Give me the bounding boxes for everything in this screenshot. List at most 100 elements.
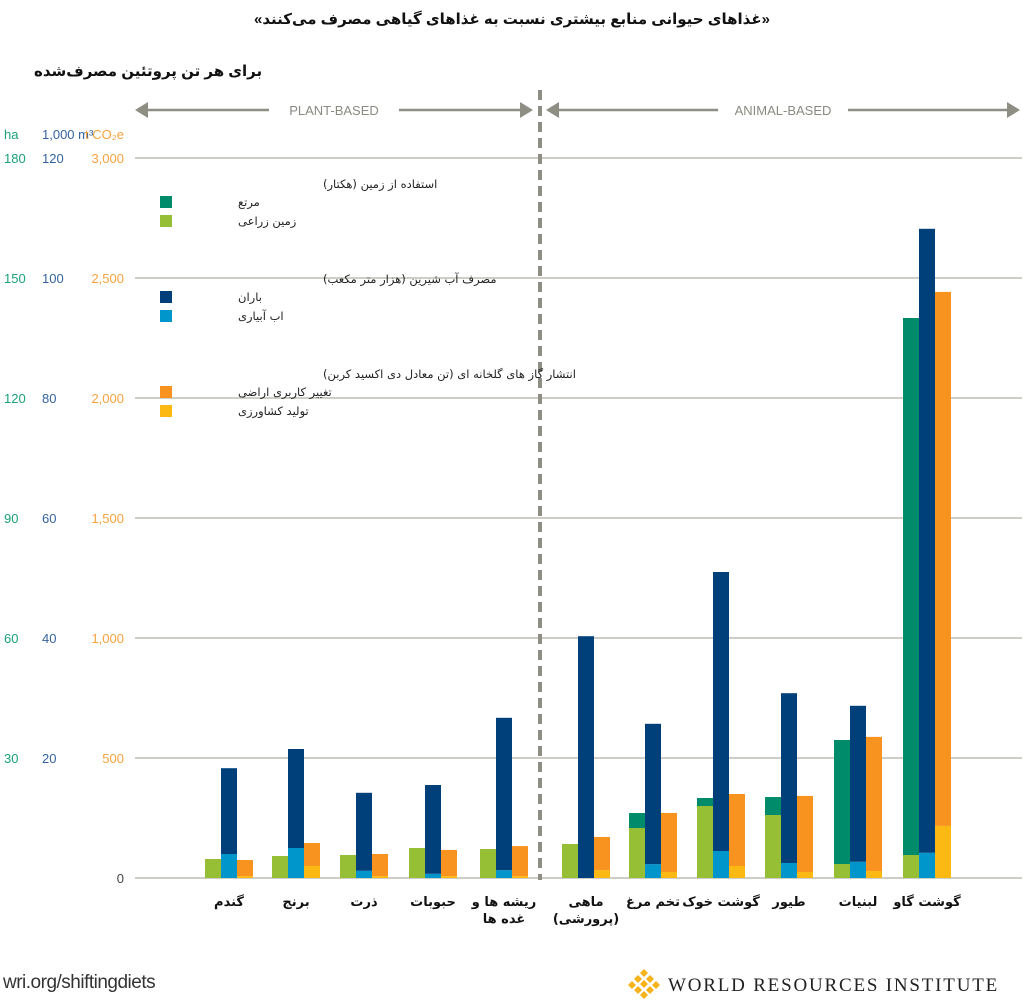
bar-landuse-change — [441, 849, 457, 877]
bar-cropland — [834, 864, 850, 878]
y-tick-label: 2,500 — [91, 271, 124, 286]
y-tick-label: 1,500 — [91, 511, 124, 526]
arrow-left-icon — [546, 102, 559, 118]
y-tick-label: 20 — [42, 751, 56, 766]
category-label: غده ها — [483, 912, 526, 927]
bar-rain — [496, 717, 512, 871]
bar-irrigation — [221, 854, 237, 878]
bar-rain — [713, 572, 729, 851]
bar-rain — [356, 792, 372, 871]
bar-cropland — [205, 859, 221, 878]
arrow-left-icon — [135, 102, 148, 118]
legend-swatch-rain — [160, 291, 172, 303]
bar-pasture — [629, 813, 645, 828]
bar-landuse-change — [797, 795, 813, 872]
bar-cropland — [480, 849, 496, 878]
category-label: طیور — [771, 895, 805, 910]
y-tick-label: 150 — [4, 271, 26, 286]
legend-group-title: مصرف آب شیرین (هزار متر مکعب) — [323, 272, 497, 287]
y-tick-label: 0 — [117, 871, 124, 886]
bar-agri-production — [594, 870, 610, 878]
bar-agri-production — [372, 876, 388, 878]
bar-irrigation — [850, 861, 866, 878]
bar-pasture — [765, 797, 781, 815]
bar-landuse-change — [661, 812, 677, 872]
bar-rain — [781, 693, 797, 863]
legend-swatch-irrigation — [160, 310, 172, 322]
y-axis-unit: 1,000 m³ — [42, 127, 94, 142]
bar-irrigation — [919, 852, 935, 878]
bar-agri-production — [304, 866, 320, 878]
bar-rain — [645, 723, 661, 865]
bar-rain — [578, 636, 594, 878]
bar-irrigation — [288, 848, 304, 878]
y-tick-label: 180 — [4, 151, 26, 166]
category-label: (پرورشی) — [553, 912, 619, 927]
y-tick-label: 60 — [42, 511, 56, 526]
category-label: تخم مرغ — [626, 895, 680, 910]
y-tick-label: 40 — [42, 631, 56, 646]
legend-item-label: تولید کشاورزی — [238, 404, 309, 419]
category-labels: گندم برنج ذرت حبوبات ریشه ها و غده ها ماهی (پرو… — [214, 894, 961, 927]
bar-pasture — [903, 318, 919, 855]
y-tick-label: 120 — [42, 151, 64, 166]
bar-agri-production — [935, 825, 951, 878]
category-label: ماهی — [568, 895, 603, 910]
org-name: WORLD RESOURCES INSTITUTE — [668, 975, 1000, 996]
legend-item-label: تغییر کاربری اراضی — [238, 385, 332, 400]
legend-group-title: استفاده از زمین (هکتار) — [323, 177, 437, 192]
y-tick-label: 30 — [4, 751, 18, 766]
y-axis-unit: t CO₂e — [85, 127, 124, 142]
bar-landuse-change — [594, 836, 610, 871]
bar-pasture — [834, 740, 850, 864]
bar-rain — [425, 785, 441, 874]
bar-rain — [919, 228, 935, 853]
animal-based-label: ANIMAL-BASED — [735, 103, 832, 118]
bar-landuse-change — [372, 854, 388, 877]
y-tick-label: 500 — [102, 751, 124, 766]
y-tick-label: 2,000 — [91, 391, 124, 406]
bar-cropland — [903, 855, 919, 878]
bar-landuse-change — [935, 291, 951, 826]
bar-cropland — [272, 856, 288, 878]
bar-rain — [288, 749, 304, 848]
arrow-right-icon — [520, 102, 533, 118]
arrow-right-icon — [1007, 102, 1020, 118]
group-labels: PLANT-BASED ANIMAL-BASED — [135, 90, 1020, 880]
category-label: برنج — [282, 895, 309, 910]
legend-item-label: زمین زراعی — [238, 214, 296, 229]
category-label: گوشت گاو — [892, 894, 961, 910]
category-label: ریشه ها و — [471, 895, 537, 910]
source-url[interactable]: wri.org/shiftingdiets — [3, 972, 156, 993]
chart-title: «غذاهای حیوانی منابع بیشتری نسبت به غذاه… — [254, 11, 770, 28]
plant-based-label: PLANT-BASED — [289, 103, 379, 118]
y-tick-label: 100 — [42, 271, 64, 286]
bar-agri-production — [866, 871, 882, 878]
y-axes: 0 30 20 500 60 40 1,000 90 60 1,500 120 80 2,000 150 1… — [4, 127, 124, 886]
category-label: گوشت خوک — [682, 894, 760, 910]
bar-agri-production — [512, 876, 528, 878]
bar-landuse-change — [729, 794, 745, 866]
bar-landuse-change — [237, 860, 253, 877]
legend-swatch-landuse-change — [160, 386, 172, 398]
bar-pasture — [697, 798, 713, 806]
bar-irrigation — [645, 864, 661, 878]
bar-rain — [850, 705, 866, 862]
bar-cropland — [629, 828, 645, 878]
y-tick-label: 1,000 — [91, 631, 124, 646]
legend-group-title: انتشار گاز های گلخانه ای (تن معادل دی اک… — [323, 367, 576, 382]
legend-item-label: باران — [238, 290, 262, 305]
category-label: لبنیات — [839, 895, 878, 910]
bar-agri-production — [797, 872, 813, 878]
bar-landuse-change — [866, 736, 882, 872]
category-label: ذرت — [350, 895, 378, 910]
y-tick-label: 3,000 — [91, 151, 124, 166]
bar-irrigation — [496, 870, 512, 878]
bar-cropland — [697, 806, 713, 878]
y-axis-unit: ha — [4, 127, 19, 142]
wri-logo-icon — [628, 969, 660, 999]
bar-irrigation — [425, 873, 441, 878]
category-label: گندم — [214, 894, 244, 910]
legend-item-label: اب آبیاری — [238, 309, 284, 324]
